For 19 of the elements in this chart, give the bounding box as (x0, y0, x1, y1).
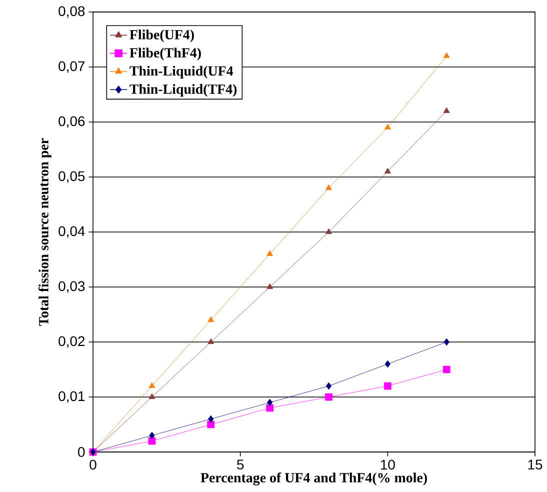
y-tick-label: 0,03 (58, 281, 85, 293)
legend-label: Thin-Liquid(TF4) (130, 84, 237, 97)
x-tick-label: 10 (380, 460, 395, 470)
y-tick-label: 0,02 (58, 336, 85, 348)
legend-label: Flibe(ThF4) (130, 48, 201, 60)
legend-label: Thin-Liquid(UF4 (130, 66, 234, 79)
x-tick-label: 5 (237, 460, 244, 470)
y-tick-label: 0,07 (58, 61, 85, 73)
y-tick-label: 0 (78, 447, 85, 457)
y-tick-label: 0,08 (58, 6, 85, 18)
y-tick-label: 0,01 (58, 391, 85, 403)
x-tick-label: 0 (90, 460, 96, 470)
y-axis-title: Total fission source neutron per (38, 138, 52, 326)
y-tick-label: 0,06 (58, 116, 85, 128)
y-tick-label: 0,04 (58, 226, 85, 238)
x-axis-title: Percentage of UF4 and ThF4(% mole) (200, 472, 427, 486)
x-tick-label: 15 (528, 460, 542, 470)
legend-label: Flibe(UF4) (130, 30, 194, 42)
y-tick-label: 0,05 (58, 171, 85, 183)
